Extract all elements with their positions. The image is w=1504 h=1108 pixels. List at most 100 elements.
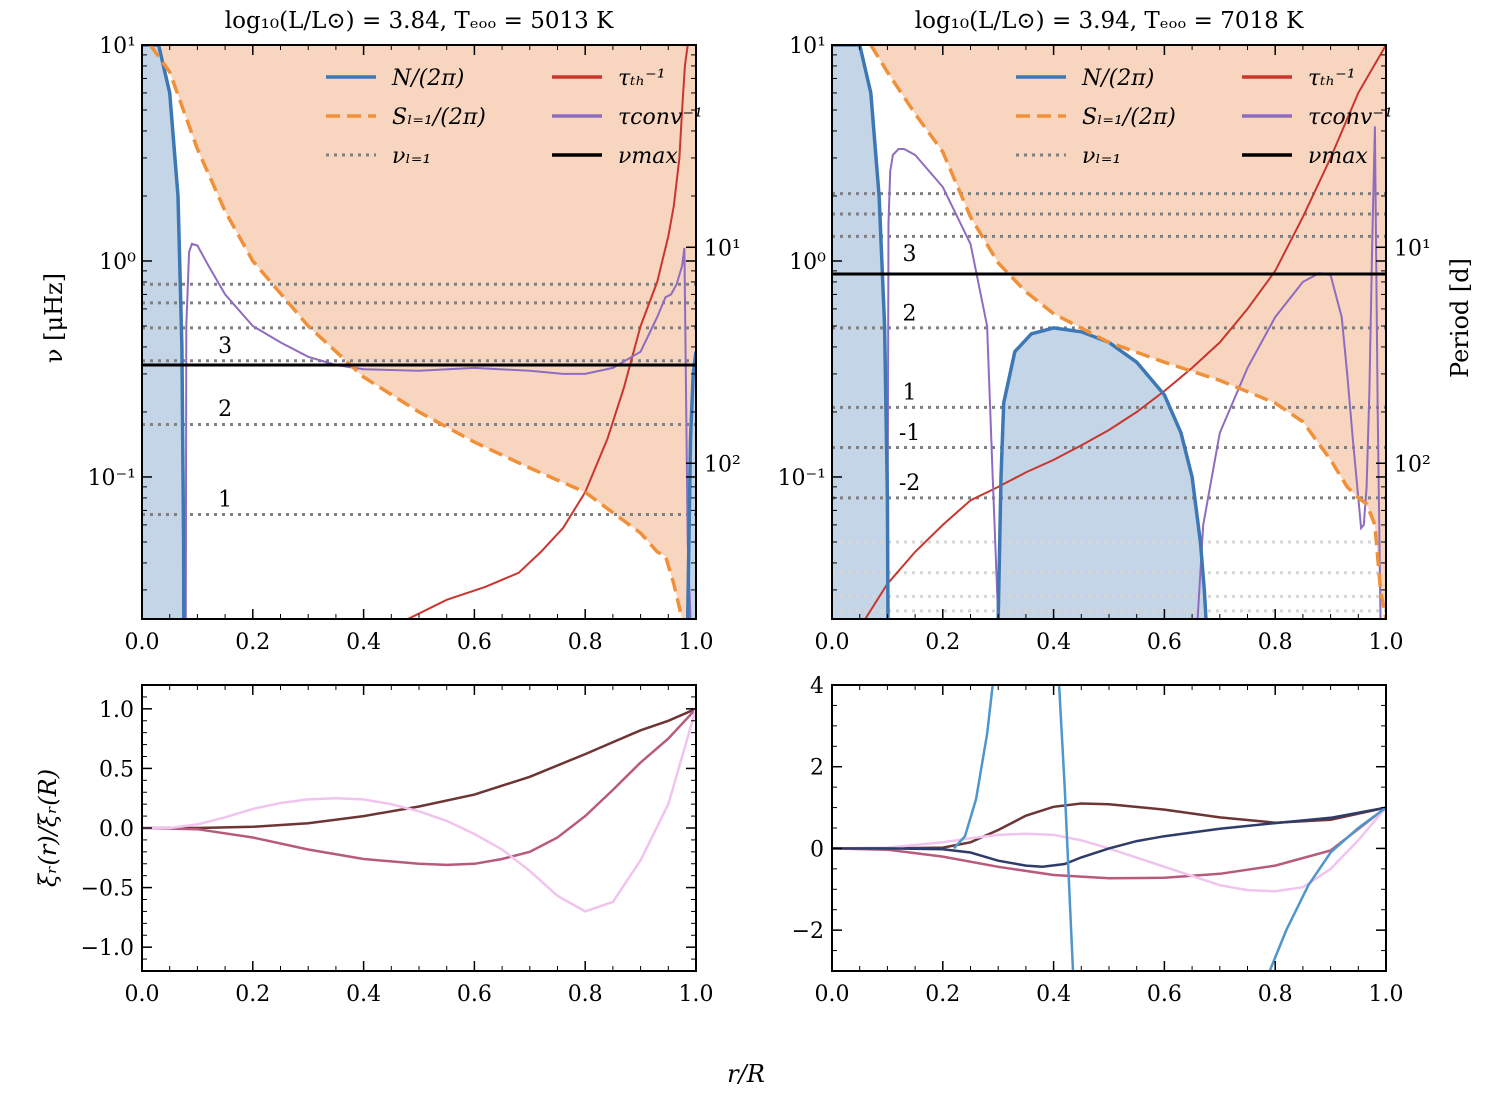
x-tick-label: 0.4 bbox=[1036, 630, 1071, 655]
x-tick-label: 0.6 bbox=[457, 982, 492, 1007]
y-tick-label: 0.0 bbox=[99, 817, 134, 842]
x-tick-label: 0.4 bbox=[346, 630, 381, 655]
legend-label: N/(2π) bbox=[1081, 66, 1154, 91]
S-line bbox=[869, 45, 1386, 619]
x-tick-label: 0.2 bbox=[235, 630, 270, 655]
y-tick-label: 1.0 bbox=[99, 698, 134, 723]
panel-bottom-right: −2 0 2 4 0.0 0.2 0.4 0.6 0.8 1.0 bbox=[792, 674, 1404, 1007]
x-tick-label: 0.0 bbox=[125, 982, 160, 1007]
ylabel-bottom-left: ξᵣ(r)/ξᵣ(R) bbox=[34, 769, 62, 887]
x-tick-label: 0.6 bbox=[457, 630, 492, 655]
y-tick-label: 10¹ bbox=[99, 34, 136, 59]
axes-frame bbox=[141, 44, 697, 620]
y-tick-label: 10¹ bbox=[789, 34, 826, 59]
y-tick-label: 10⁰ bbox=[789, 250, 826, 275]
period-tick-label: 10² bbox=[1394, 452, 1431, 477]
S-fill bbox=[150, 45, 696, 619]
N-line bbox=[832, 45, 890, 619]
x-tick-label: 0.8 bbox=[1258, 982, 1293, 1007]
plot-area bbox=[832, 685, 1386, 971]
panel-top-right: -2 -1 1 2 3 N/(2π) Sₗ₌₁/(2π) νₗ₌₁ τₜₕ⁻¹ τconv⁻¹ νm… bbox=[778, 34, 1431, 655]
mode-label: 2 bbox=[903, 302, 917, 327]
axes-frame bbox=[141, 684, 697, 972]
x-tick-label: 1.0 bbox=[1369, 982, 1404, 1007]
x-tick-label: 0.6 bbox=[1147, 630, 1182, 655]
axes-frame bbox=[831, 44, 1387, 620]
y-tick-label: 10⁰ bbox=[99, 250, 136, 275]
mode-1-line bbox=[142, 707, 696, 830]
tau-th-line bbox=[407, 45, 689, 619]
legend-label: N/(2π) bbox=[391, 66, 464, 91]
x-tick-label: 0.4 bbox=[1036, 982, 1071, 1007]
S-line bbox=[148, 45, 684, 619]
ylabel-top-right: Period [d] bbox=[1446, 258, 1474, 378]
y-tick-label: −1.0 bbox=[81, 936, 134, 961]
plot-area bbox=[142, 707, 696, 913]
y-tick-label: 10⁻¹ bbox=[88, 466, 136, 491]
y-tick-label: 4 bbox=[810, 674, 824, 699]
title-top-left: log₁₀(L/L⊙) = 3.84, Tₑₒₒ = 5013 K bbox=[225, 8, 614, 34]
mode--2b-line bbox=[1057, 685, 1075, 971]
x-tick-label: 0.6 bbox=[1147, 982, 1182, 1007]
S-fill bbox=[870, 45, 1386, 619]
x-tick-label: 0.2 bbox=[235, 982, 270, 1007]
title-top-right: log₁₀(L/L⊙) = 3.94, Tₑₒₒ = 7018 K bbox=[915, 8, 1304, 34]
mode--1-line bbox=[832, 806, 1386, 869]
y-tick-label: 0.5 bbox=[99, 757, 134, 782]
y-tick-label: 0 bbox=[810, 837, 824, 862]
mode-label: -1 bbox=[899, 421, 920, 446]
mode-2-line bbox=[142, 707, 696, 867]
y-tick-label: 2 bbox=[810, 756, 824, 781]
mode-label: 3 bbox=[903, 242, 917, 267]
mode-3-line bbox=[142, 708, 696, 913]
legend-label: τₜₕ⁻¹ bbox=[618, 66, 666, 91]
mode--2c-line bbox=[1268, 806, 1386, 971]
N-line bbox=[685, 351, 696, 619]
N-fill bbox=[832, 45, 888, 619]
N-line bbox=[142, 45, 186, 619]
x-tick-label: 0.2 bbox=[925, 630, 960, 655]
y-tick-label: 10⁻¹ bbox=[778, 466, 826, 491]
N-hump-fill bbox=[998, 327, 1206, 619]
mode--2-line bbox=[952, 685, 994, 850]
x-tick-label: 0.0 bbox=[815, 982, 850, 1007]
x-tick-label: 1.0 bbox=[1369, 630, 1404, 655]
period-tick-label: 10¹ bbox=[1394, 236, 1431, 261]
legend-label: τₜₕ⁻¹ bbox=[1308, 66, 1356, 91]
mode-label: 3 bbox=[218, 334, 232, 359]
ylabel-top-left: ν [μHz] bbox=[40, 273, 68, 363]
period-tick-label: 10¹ bbox=[704, 236, 741, 261]
tau-conv-line bbox=[1196, 126, 1382, 619]
x-tick-label: 0.8 bbox=[568, 982, 603, 1007]
y-tick-label: −2 bbox=[792, 919, 824, 944]
legend-label: τconv⁻¹ bbox=[618, 105, 703, 130]
legend-label: νₗ₌₁ bbox=[1082, 144, 1121, 169]
x-tick-label: 0.8 bbox=[1258, 630, 1293, 655]
legend-label: Sₗ₌₁/(2π) bbox=[1082, 105, 1176, 130]
xlabel: r/R bbox=[727, 1060, 765, 1088]
mode-label: 1 bbox=[903, 381, 917, 406]
plot-area bbox=[832, 45, 1386, 619]
mode-label: 2 bbox=[218, 397, 232, 422]
plot-area bbox=[142, 45, 696, 619]
legend-label: νₗ₌₁ bbox=[392, 144, 431, 169]
x-tick-label: 0.0 bbox=[815, 630, 850, 655]
x-tick-label: 1.0 bbox=[679, 630, 714, 655]
mode-label: 1 bbox=[218, 487, 232, 512]
tau-conv-line bbox=[184, 242, 692, 619]
x-tick-label: 1.0 bbox=[679, 982, 714, 1007]
mode-1-line bbox=[832, 802, 1386, 850]
x-tick-label: 0.2 bbox=[925, 982, 960, 1007]
legend-label: νmax bbox=[618, 144, 678, 169]
x-tick-label: 0.0 bbox=[125, 630, 160, 655]
legend-label: τconv⁻¹ bbox=[1308, 105, 1393, 130]
x-tick-label: 0.4 bbox=[346, 982, 381, 1007]
mode-label: -2 bbox=[899, 471, 920, 496]
panel-bottom-left: −1.0 −0.5 0.0 0.5 1.0 0.0 0.2 0.4 0.6 0.8 1.0 bbox=[81, 684, 714, 1007]
panel-top-left: 1 2 3 N/(2π) Sₗ₌₁/(2π) νₗ₌₁ τₜₕ⁻¹ τconv⁻¹ νmax 10… bbox=[88, 34, 741, 655]
tau-conv-line bbox=[886, 148, 1000, 619]
axes-frame bbox=[831, 684, 1387, 972]
N-fill bbox=[142, 45, 184, 619]
tau-th-line bbox=[864, 45, 1386, 619]
